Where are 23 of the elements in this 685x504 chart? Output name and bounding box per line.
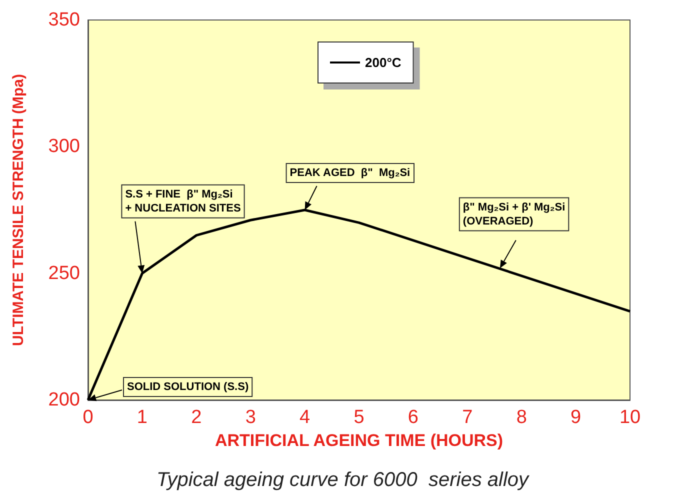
annotation: PEAK AGED β" Mg₂Si <box>290 167 410 179</box>
x-tick-label: 4 <box>300 407 311 428</box>
legend-label: 200°C <box>365 55 402 70</box>
y-axis-title: ULTIMATE TENSILE STRENGTH (Mpa) <box>10 74 27 346</box>
x-tick-label: 6 <box>408 407 418 428</box>
x-tick-label: 9 <box>570 407 582 428</box>
x-axis-title: ARTIFICIAL AGEING TIME (HOURS) <box>214 431 504 450</box>
x-tick-label: 10 <box>619 407 641 428</box>
annotation: S.S + FINE β" Mg₂Si + NUCLEATION SITES <box>125 188 241 214</box>
x-tick-label: 1 <box>136 407 148 428</box>
annotation: β" Mg₂Si + β' Mg₂Si (OVERAGED) <box>462 201 566 228</box>
x-tick-label: 8 <box>516 407 527 428</box>
text: Typical ageing curve for 6000 series alloy <box>156 469 530 491</box>
x-tick-label: 3 <box>245 407 256 428</box>
y-tick-label: 300 <box>48 136 80 158</box>
x-tick-label: 2 <box>191 407 202 428</box>
annotation: SOLID SOLUTION (S.S) <box>127 381 249 393</box>
x-tick-label: 5 <box>354 407 364 428</box>
x-tick-label: 7 <box>462 407 473 428</box>
y-tick-label: 200 <box>48 390 80 410</box>
x-tick-label: 0 <box>82 407 94 428</box>
y-tick-label: 250 <box>48 262 80 284</box>
y-tick-label: 350 <box>48 10 80 30</box>
